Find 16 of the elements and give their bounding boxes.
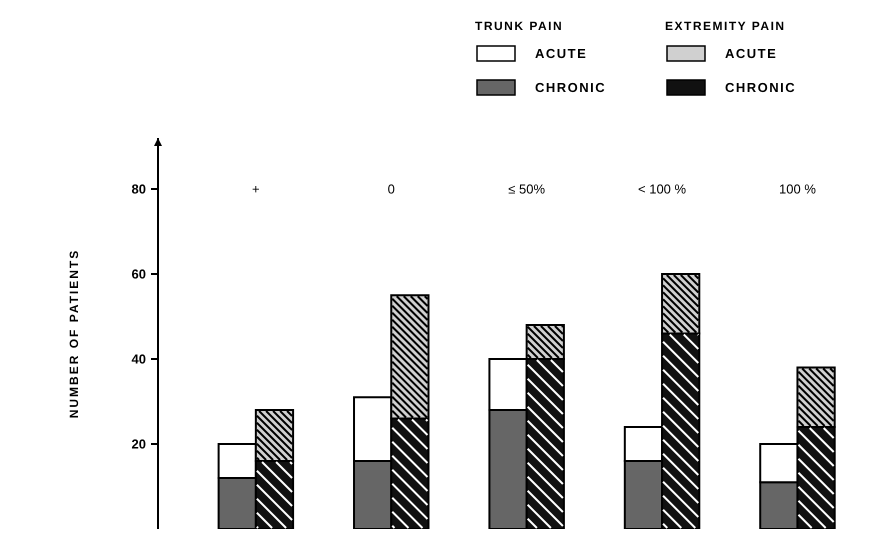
legend-label: ACUTE bbox=[725, 46, 778, 61]
annotation: 0 bbox=[388, 182, 395, 197]
legend-label: CHRONIC bbox=[535, 80, 606, 95]
annotation: + bbox=[252, 182, 260, 197]
y-tick-label: 20 bbox=[132, 436, 146, 452]
y-tick-label: 60 bbox=[132, 266, 146, 282]
text: EXTREMITY PAIN bbox=[665, 19, 786, 33]
annotation: < 100 % bbox=[638, 182, 687, 197]
legend-label: ACUTE bbox=[535, 46, 588, 61]
y-tick-label: 40 bbox=[132, 352, 146, 367]
annotation: ≤ 50% bbox=[508, 182, 546, 197]
y-axis-title: NUMBER OF PATIENTS bbox=[67, 248, 81, 418]
legend-label: CHRONIC bbox=[725, 80, 796, 95]
annotation: 100 % bbox=[779, 182, 816, 197]
text: TRUNK PAIN bbox=[475, 19, 564, 33]
y-tick-label: 80 bbox=[132, 182, 146, 197]
